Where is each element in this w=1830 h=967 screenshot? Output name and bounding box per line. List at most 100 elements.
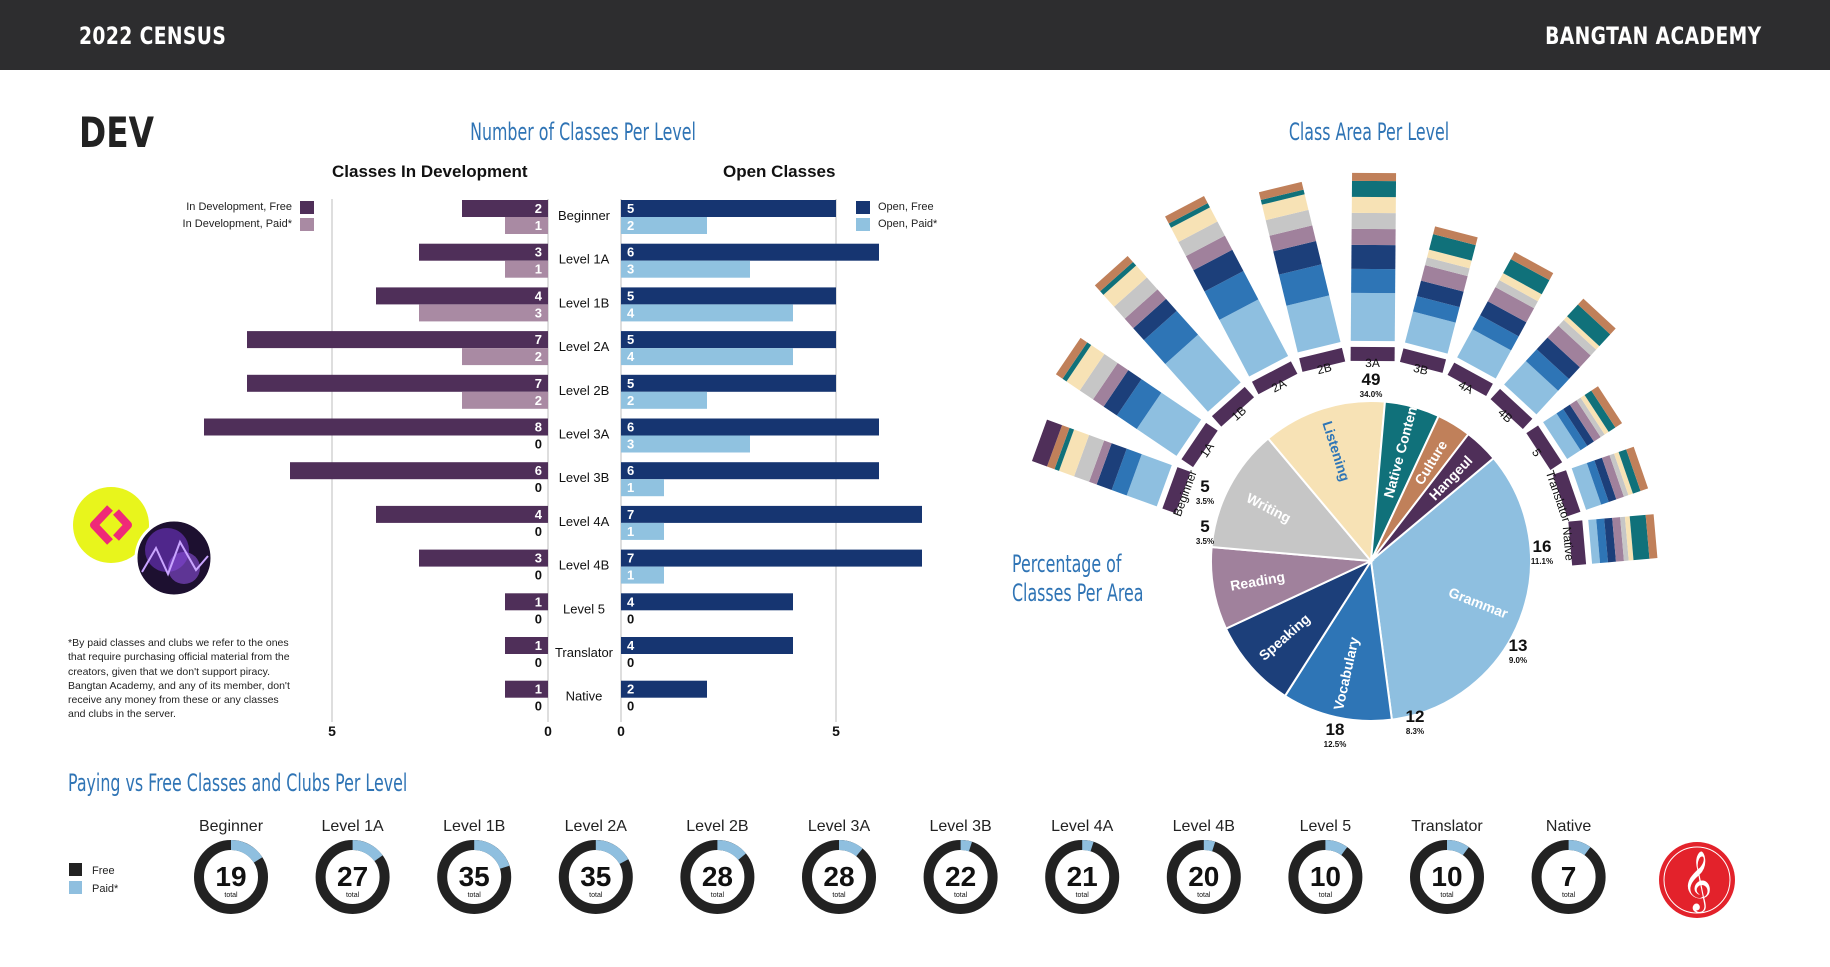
radial-level-label: 2B bbox=[1316, 360, 1334, 377]
radial-segment-writing bbox=[1178, 221, 1225, 257]
radial-segment-native-content bbox=[1168, 203, 1210, 228]
donut-paid-arc bbox=[1288, 840, 1363, 914]
donut-paid-arc bbox=[437, 840, 512, 914]
legend-dev-paid-swatch bbox=[300, 218, 314, 231]
pie-percent-label: 12.5% bbox=[1324, 740, 1347, 749]
dev-paid-bar bbox=[462, 391, 548, 409]
dev-value-label: 4 bbox=[535, 507, 543, 522]
radial-segment-native-content bbox=[1260, 189, 1305, 205]
radial-segment-grammar bbox=[1126, 454, 1172, 507]
category-label: Level 3B bbox=[559, 470, 610, 485]
radial-segment-vocabulary bbox=[1412, 296, 1460, 323]
donut-level-label: Level 5 bbox=[1300, 818, 1352, 835]
radial-segment-vocabulary bbox=[1525, 349, 1570, 391]
donut-paid-arc bbox=[1045, 840, 1120, 914]
radial-segment-grammar bbox=[1136, 392, 1202, 456]
donut-total-value: 7 bbox=[1561, 861, 1577, 892]
donut-total-value: 10 bbox=[1431, 861, 1462, 892]
radial-segment-speaking bbox=[1273, 240, 1322, 275]
radial-segment-reading bbox=[1569, 400, 1601, 442]
radial-segment-culture bbox=[1055, 337, 1088, 379]
pie-slice-listening bbox=[1266, 400, 1387, 564]
donut-level-label: Beginner bbox=[199, 818, 264, 835]
open-paid-bar bbox=[621, 522, 664, 540]
donut-total-value: 21 bbox=[1067, 861, 1098, 892]
radial-level-group bbox=[1490, 298, 1616, 430]
open-free-bar bbox=[621, 331, 836, 349]
open-paid-bar bbox=[621, 217, 707, 234]
radial-segment-culture bbox=[1352, 172, 1397, 182]
dev-value-label: 7 bbox=[535, 332, 542, 347]
radial-level-label: 3A bbox=[1365, 356, 1380, 370]
dev-free-bar bbox=[204, 418, 548, 436]
radial-level-group bbox=[1399, 226, 1478, 373]
pie-slice-vocabulary bbox=[1283, 558, 1394, 722]
open-value-label: 3 bbox=[627, 262, 634, 277]
radial-segment-grammar bbox=[1165, 334, 1241, 412]
radial-level-group bbox=[1055, 337, 1218, 468]
radial-segment-speaking bbox=[1193, 249, 1244, 292]
open-value-label: 6 bbox=[627, 463, 634, 478]
donut-paid-arc bbox=[1410, 840, 1484, 914]
radial-segment-reading bbox=[1547, 325, 1591, 368]
radial-base-segment bbox=[1211, 386, 1255, 427]
donut-total-caption: total bbox=[1562, 892, 1576, 899]
open-value-label: 7 bbox=[627, 551, 634, 566]
legend-dev-paid-label: In Development, Paid* bbox=[182, 218, 292, 230]
radial-segment-listening bbox=[1171, 207, 1218, 242]
dev-paid-bar bbox=[505, 260, 548, 278]
logo-cluster bbox=[73, 487, 214, 598]
radial-level-label: 3B bbox=[1412, 361, 1430, 378]
radial-segment-grammar bbox=[1219, 299, 1289, 377]
dev-value-label: 0 bbox=[535, 611, 542, 626]
pie-slice-grammar bbox=[1369, 456, 1532, 721]
radial-level-group bbox=[1350, 172, 1397, 362]
category-label: Level 1B bbox=[559, 295, 610, 310]
radial-segment-grammar bbox=[1350, 292, 1396, 342]
donut-total-value: 19 bbox=[215, 861, 246, 892]
radial-segment-listening bbox=[1580, 395, 1609, 435]
radial-segment-speaking bbox=[1103, 370, 1142, 416]
dev-value-label: 0 bbox=[535, 568, 542, 583]
donut-total-value: 20 bbox=[1188, 861, 1219, 892]
radial-level-group bbox=[1447, 252, 1554, 397]
open-value-label: 7 bbox=[627, 507, 634, 522]
radial-segment-listening bbox=[1624, 516, 1634, 561]
dev-axis-tick: 5 bbox=[328, 723, 336, 739]
pie-value-label: 16 bbox=[1533, 537, 1552, 556]
open-value-label: 1 bbox=[627, 480, 634, 495]
open-value-label: 2 bbox=[627, 218, 634, 233]
donut-paid-arc bbox=[558, 840, 633, 914]
census-title: 2022 CENSUS bbox=[79, 22, 227, 50]
open-value-label: 5 bbox=[627, 332, 634, 347]
category-label: Beginner bbox=[558, 208, 611, 223]
radial-segment-speaking bbox=[1133, 298, 1177, 341]
open-axis-tick: 5 bbox=[832, 723, 840, 739]
open-value-label: 1 bbox=[627, 524, 634, 539]
radial-segment-reading bbox=[1601, 455, 1624, 500]
donut-total-value: 35 bbox=[580, 861, 611, 892]
radial-segment-native-content bbox=[1503, 259, 1550, 295]
dev-value-label: 8 bbox=[535, 420, 542, 435]
pie-percent-label: 3.5% bbox=[1196, 497, 1214, 506]
radial-segment-grammar bbox=[1286, 295, 1341, 353]
donut-total-caption: total bbox=[589, 892, 603, 899]
radial-level-label: 1A bbox=[1197, 440, 1217, 460]
dev-paid-bar bbox=[505, 217, 548, 234]
radial-base-segment bbox=[1399, 348, 1447, 373]
dev-logo-icon bbox=[73, 487, 149, 563]
pie-value-label: 12 bbox=[1406, 707, 1425, 726]
radial-segment-grammar bbox=[1504, 360, 1559, 415]
category-label: Level 4A bbox=[559, 514, 610, 529]
radial-segment-vocabulary bbox=[1116, 379, 1162, 430]
radial-base-segment bbox=[1181, 422, 1218, 468]
radial-segment-speaking bbox=[1604, 517, 1616, 563]
open-value-label: 0 bbox=[627, 699, 634, 714]
category-label: Translator bbox=[555, 645, 614, 660]
dev-value-label: 1 bbox=[535, 682, 542, 697]
legend-dev-free-label: In Development, Free bbox=[186, 201, 292, 213]
radial-segment-grammar bbox=[1457, 329, 1512, 379]
radial-segment-listening bbox=[1499, 273, 1542, 302]
dev-free-bar bbox=[376, 505, 548, 523]
